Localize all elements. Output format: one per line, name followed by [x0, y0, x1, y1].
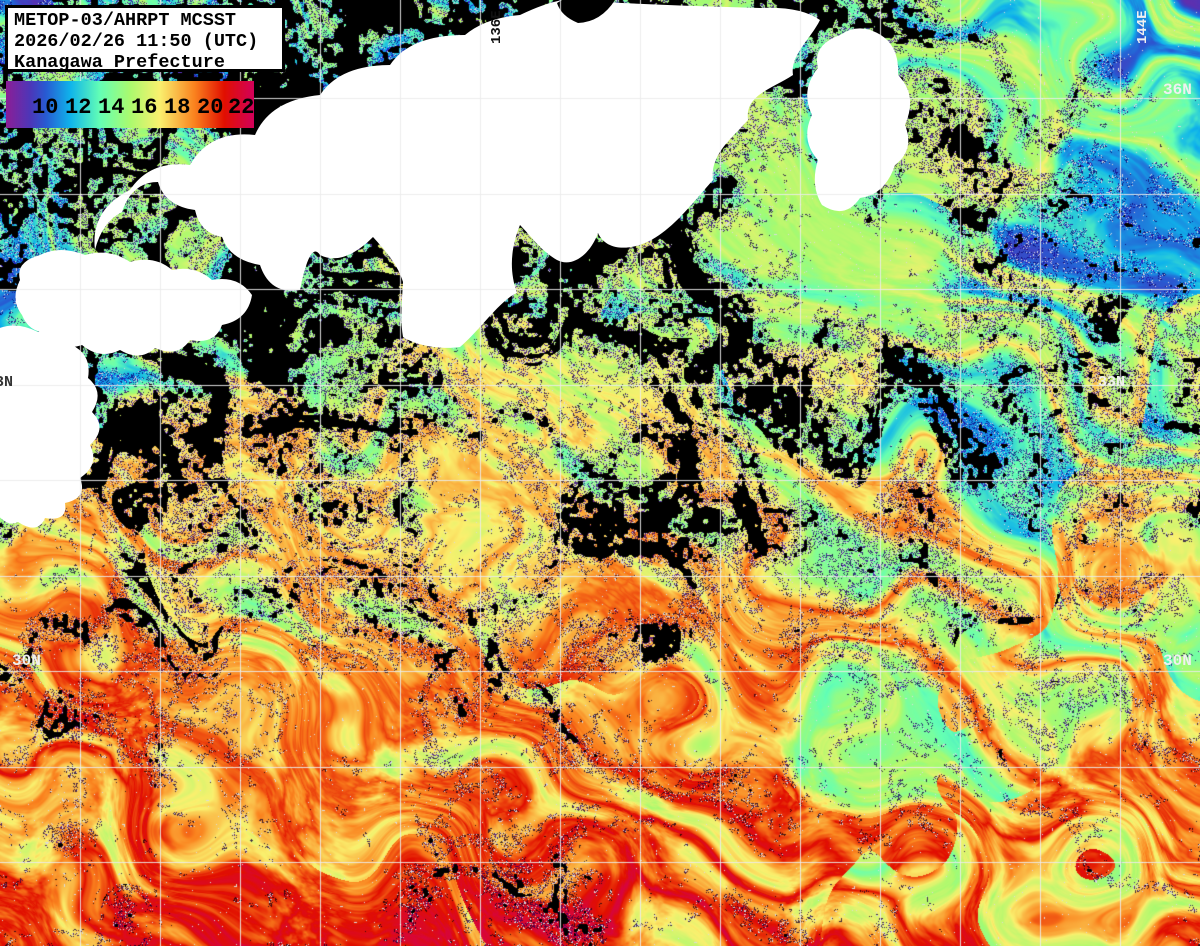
svg-text:10: 10 — [32, 95, 58, 120]
svg-text:20: 20 — [197, 95, 223, 120]
svg-text:14: 14 — [98, 95, 124, 120]
svg-text:18: 18 — [164, 95, 190, 120]
svg-text:22: 22 — [228, 95, 254, 120]
svg-text:16: 16 — [131, 95, 157, 120]
svg-text:12: 12 — [65, 95, 91, 120]
